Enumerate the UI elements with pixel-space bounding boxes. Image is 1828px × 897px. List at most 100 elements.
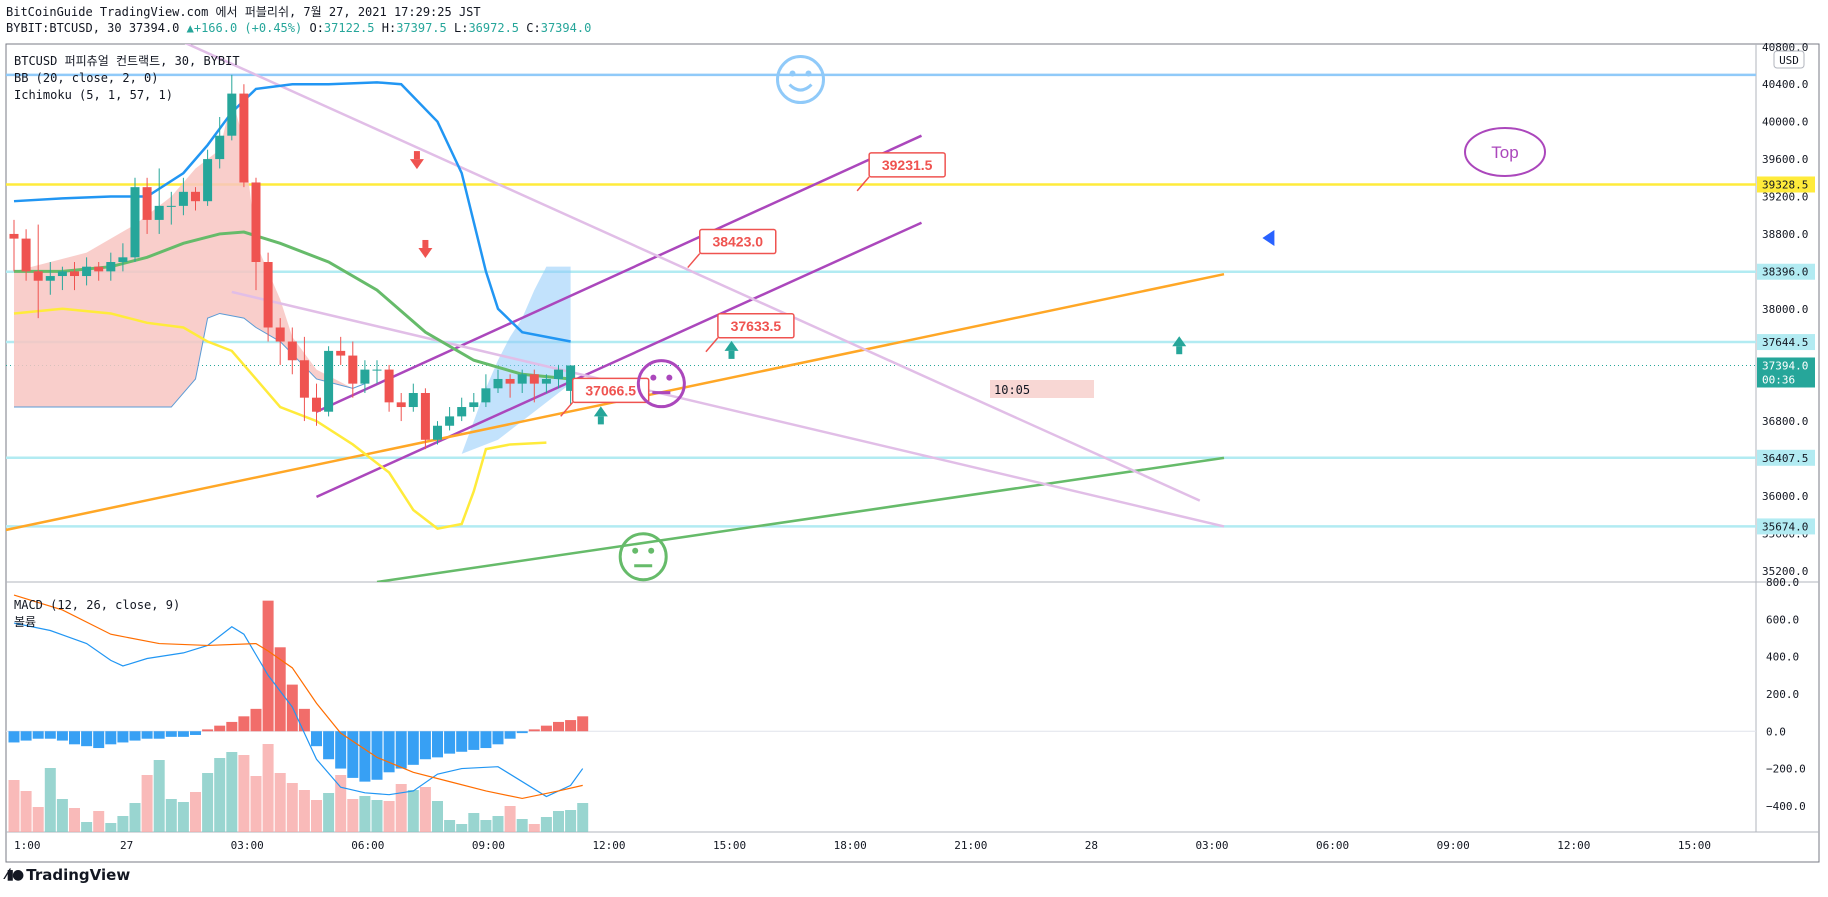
macd-histogram-bar <box>540 725 552 732</box>
arrow-down-icon <box>418 247 433 258</box>
price-tick-label: 40400.0 <box>1762 78 1808 91</box>
candle[interactable] <box>384 369 394 403</box>
volume-bar <box>81 822 93 832</box>
candle[interactable] <box>82 266 92 277</box>
candle[interactable] <box>312 397 321 412</box>
ichimoku-band <box>14 98 365 408</box>
price-tick-label: 40000.0 <box>1762 116 1808 129</box>
callout-box[interactable] <box>699 228 777 255</box>
candle[interactable] <box>457 407 467 417</box>
candle[interactable] <box>517 374 527 384</box>
volume-bar <box>311 800 322 832</box>
candle[interactable] <box>348 355 358 384</box>
candle[interactable] <box>251 182 261 263</box>
candle[interactable] <box>154 205 164 220</box>
candle[interactable] <box>481 388 491 403</box>
callout-box[interactable] <box>571 377 650 404</box>
candle[interactable] <box>541 378 551 384</box>
macd-histogram-bar <box>8 731 20 743</box>
callout-price: 37066.5 <box>585 382 636 398</box>
candle[interactable] <box>227 93 237 136</box>
candle[interactable] <box>529 374 539 384</box>
arrow-up-icon <box>728 350 735 359</box>
volume-bar <box>504 806 516 832</box>
candle[interactable] <box>191 191 200 202</box>
candle[interactable] <box>263 262 273 328</box>
candle[interactable] <box>372 369 382 371</box>
tradingview-logo-icon: ⁄▮● <box>6 867 24 883</box>
price-tick-label: 35200.0 <box>1762 565 1808 578</box>
callout-box[interactable] <box>868 152 946 178</box>
candle[interactable] <box>445 416 455 426</box>
candle[interactable] <box>178 191 188 206</box>
close-label: C: <box>526 21 541 35</box>
candle[interactable] <box>57 271 67 277</box>
candle[interactable] <box>130 187 140 258</box>
macd-histogram-bar <box>347 731 359 778</box>
trend-line[interactable] <box>0 272 1225 533</box>
trend-line[interactable] <box>315 134 923 413</box>
volume-bar <box>20 791 32 832</box>
candle[interactable] <box>469 402 479 408</box>
volume-bar <box>371 800 383 832</box>
candle[interactable] <box>45 276 55 281</box>
candle[interactable] <box>336 350 346 356</box>
macd-tick-label: −400.0 <box>1766 800 1806 813</box>
candle[interactable] <box>420 392 430 440</box>
macd-pane[interactable] <box>6 594 1756 832</box>
candle[interactable] <box>433 425 442 440</box>
candle[interactable] <box>166 205 176 207</box>
arrow-up-icon <box>1176 346 1183 355</box>
macd-histogram-bar <box>323 731 335 760</box>
candle[interactable] <box>324 350 334 412</box>
smile-face-icon <box>776 55 825 105</box>
candle[interactable] <box>9 233 19 239</box>
level-price-tag <box>1757 518 1815 535</box>
open-value: 37122.5 <box>323 21 375 35</box>
candle[interactable] <box>554 369 563 379</box>
macd-histogram-bar <box>516 731 528 734</box>
volume-bar <box>238 755 250 832</box>
trend-line[interactable] <box>231 290 1225 528</box>
candle[interactable] <box>239 93 249 183</box>
candle[interactable] <box>70 271 79 277</box>
close-value: 37394.0 <box>540 21 592 35</box>
macd-tick-label: 400.0 <box>1766 651 1799 664</box>
candle[interactable] <box>408 392 418 408</box>
currency-badge[interactable] <box>1773 50 1805 69</box>
price-tick-label: 38800.0 <box>1762 228 1808 241</box>
macd-histogram-bar <box>298 708 310 732</box>
macd-histogram-bar <box>419 731 431 760</box>
current-price-label: 37394.0 <box>1762 359 1808 372</box>
level-price-tag <box>1757 176 1815 193</box>
candle[interactable] <box>299 360 309 398</box>
candle[interactable] <box>566 365 576 391</box>
time-tick-label: 15:00 <box>1678 839 1711 852</box>
candle[interactable] <box>360 369 370 384</box>
candle[interactable] <box>142 187 152 220</box>
trend-line[interactable] <box>315 221 923 498</box>
candle[interactable] <box>33 271 43 281</box>
candle[interactable] <box>21 238 31 272</box>
low-label: L: <box>454 21 469 35</box>
arrow-up-icon <box>1172 336 1187 347</box>
trend-line[interactable] <box>183 42 1201 502</box>
candle[interactable] <box>94 266 104 272</box>
main-pane[interactable]: 39231.5 38423.0 37633.5 37066.5 10:05 Top <box>0 42 1756 582</box>
arrow-up-icon <box>593 406 608 417</box>
candle[interactable] <box>203 159 213 202</box>
price-tick-label: 36800.0 <box>1762 415 1808 428</box>
candle[interactable] <box>106 262 116 272</box>
callout-box[interactable] <box>717 313 795 339</box>
candle[interactable] <box>287 341 297 361</box>
candle[interactable] <box>493 378 503 389</box>
candle[interactable] <box>505 378 515 384</box>
candle[interactable] <box>396 402 406 408</box>
candle[interactable] <box>215 135 225 160</box>
trend-line[interactable] <box>376 456 1225 582</box>
candle[interactable] <box>118 257 128 263</box>
candle[interactable] <box>275 327 285 342</box>
time-tick-label: 03:00 <box>231 839 264 852</box>
top-bubble[interactable] <box>1464 127 1546 177</box>
